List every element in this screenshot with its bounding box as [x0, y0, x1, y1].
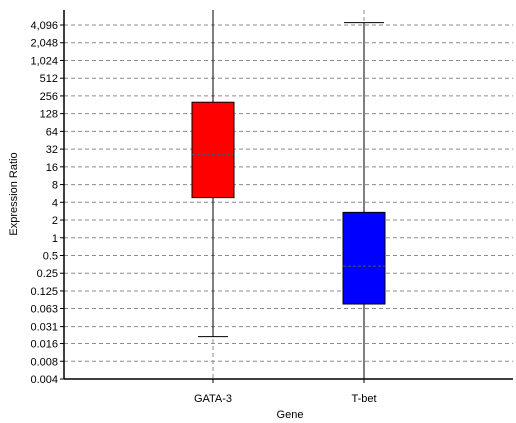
y-tick-label: 4: [52, 197, 58, 209]
y-tick-label: 32: [46, 144, 58, 156]
x-tick-label: T-bet: [351, 393, 376, 405]
axes: [63, 10, 513, 380]
x-tick-label: GATA-3: [194, 393, 232, 405]
y-tick-label: 0.25: [37, 268, 58, 280]
box-gata-3: [191, 101, 235, 199]
y-tick-label: 0.125: [30, 286, 58, 298]
y-tick-label: 1,024: [30, 55, 58, 67]
boxes: [191, 101, 386, 305]
y-axis-title: Expression Ratio: [8, 152, 20, 235]
y-tick-label: 128: [40, 109, 58, 121]
box-t-bet: [342, 211, 386, 305]
y-tick-label: 256: [40, 91, 58, 103]
y-tick-label: 0.5: [43, 250, 58, 262]
y-tick-label: 1: [52, 233, 58, 245]
y-tick-label: 8: [52, 180, 58, 192]
y-tick-label: 2: [52, 215, 58, 227]
y-tick-label: 16: [46, 162, 58, 174]
y-tick-label: 4,096: [30, 20, 58, 32]
x-tick-labels: GATA-3 T-bet: [194, 379, 377, 405]
y-tick-label: 512: [40, 73, 58, 85]
y-tick-label: 0.008: [30, 356, 58, 368]
y-tick-label: 2,048: [30, 38, 58, 50]
y-tick-label: 64: [46, 126, 58, 138]
y-tick-labels: 0.004 0.008 0.016 0.031 0.063 0.125 0.25 0.5 1 2 4…: [30, 20, 64, 386]
x-axis-title: Gene: [277, 409, 304, 421]
y-tick-label: 0.063: [30, 303, 58, 315]
y-tick-label: 0.016: [30, 339, 58, 351]
y-tick-label: 0.004: [30, 374, 58, 386]
grid-lines: [64, 10, 513, 379]
y-tick-label: 0.031: [30, 322, 58, 334]
